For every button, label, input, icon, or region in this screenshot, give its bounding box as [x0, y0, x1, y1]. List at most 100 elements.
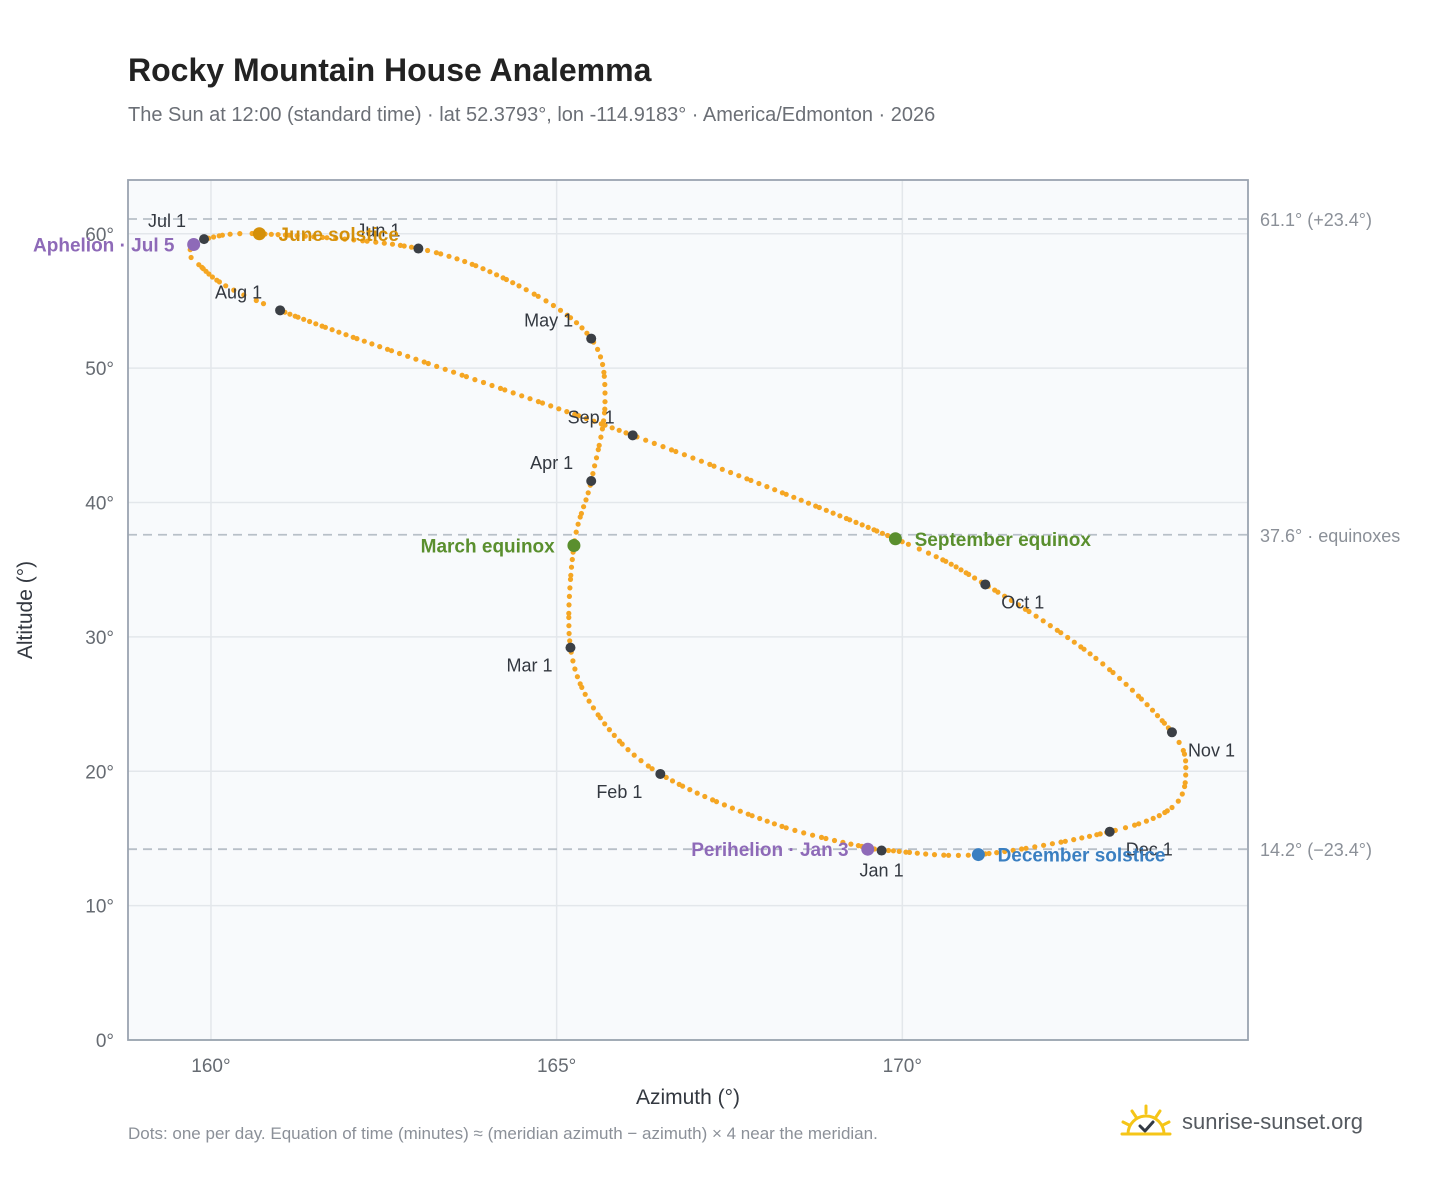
day-dot [631, 752, 637, 758]
day-dot [625, 747, 631, 753]
day-dot [1138, 696, 1144, 702]
day-dot [1181, 751, 1188, 757]
day-dot [602, 381, 608, 388]
day-dot [818, 834, 825, 841]
y-tick-label: 30° [85, 628, 114, 649]
day-dot [1110, 669, 1116, 676]
day-dot [649, 766, 655, 772]
day-dot [578, 510, 585, 517]
day-dot [855, 843, 862, 849]
chart-subtitle: The Sun at 12:00 (standard time) · lat 5… [128, 104, 936, 126]
day-dot [579, 325, 585, 331]
day-dot [756, 480, 762, 487]
day-dot [1026, 608, 1032, 615]
day-dot [434, 363, 440, 369]
day-dot [1032, 844, 1038, 850]
day-dot [865, 524, 871, 531]
day-dot [995, 589, 1001, 595]
day-dot [364, 238, 370, 244]
day-dot [645, 763, 651, 769]
day-dot [295, 314, 301, 320]
day-dot [425, 247, 431, 254]
day-dot [859, 522, 865, 528]
day-dot [745, 811, 751, 817]
month-marker [275, 305, 286, 316]
brand[interactable]: sunrise-sunset.org [1120, 1104, 1363, 1140]
day-dot [307, 318, 313, 325]
day-dot [216, 233, 222, 239]
day-dot [1079, 835, 1085, 841]
day-dot [1100, 661, 1106, 667]
day-dot [687, 787, 693, 793]
day-dot [1019, 846, 1025, 852]
day-dot [282, 232, 288, 238]
day-dot [663, 774, 669, 781]
day-dot [216, 279, 222, 285]
day-dot [1062, 838, 1068, 844]
day-dot [351, 237, 357, 243]
y-tick-label: 50° [85, 359, 114, 380]
day-dot [227, 231, 233, 237]
day-dot [557, 307, 564, 313]
day-dot [463, 374, 469, 380]
day-dot [586, 698, 592, 704]
day-dot [955, 852, 962, 859]
month-marker [413, 243, 424, 254]
day-dot [783, 491, 789, 497]
day-dot [946, 852, 952, 858]
day-dot [783, 825, 789, 831]
day-dot [847, 517, 853, 523]
day-dot [601, 369, 607, 375]
y-tick-label: 60° [85, 225, 114, 246]
day-dot [593, 455, 600, 461]
day-dot [1047, 623, 1053, 629]
day-dot [925, 550, 932, 556]
day-dot [596, 442, 602, 448]
month-label: Mar 1 [506, 656, 552, 676]
x-tick-label: 165° [537, 1056, 576, 1077]
day-dot [188, 254, 194, 261]
day-dot [566, 614, 572, 621]
day-dot [994, 850, 1000, 856]
day-dot [294, 233, 300, 239]
month-marker [586, 476, 597, 486]
month-label: May 1 [524, 311, 573, 331]
month-marker [655, 768, 666, 779]
day-dot [651, 440, 657, 446]
day-dot [923, 851, 929, 857]
day-dot [583, 497, 589, 503]
day-dot [719, 466, 725, 472]
day-dot [531, 291, 537, 297]
month-marker [199, 234, 210, 245]
day-dot [381, 240, 387, 246]
day-dot [324, 235, 330, 241]
month-marker [980, 579, 991, 590]
day-dot [1041, 842, 1047, 848]
day-dot [510, 280, 516, 286]
day-dot [602, 721, 608, 727]
day-dot [1136, 821, 1142, 827]
day-dot [550, 302, 557, 309]
reference-line-label: 14.2° (−23.4°) [1260, 840, 1372, 860]
day-dot [757, 815, 763, 822]
day-dot [342, 236, 348, 242]
day-dot [1081, 646, 1087, 652]
day-dot [1087, 651, 1093, 657]
day-dot [840, 839, 846, 845]
day-dot [623, 430, 629, 436]
day-dot [1033, 613, 1039, 619]
day-dot [1175, 798, 1181, 804]
x-tick-label: 160° [191, 1056, 230, 1077]
day-dot [600, 361, 606, 368]
day-dot [408, 244, 415, 250]
day-dot [941, 852, 947, 858]
day-dot [313, 321, 319, 327]
day-dot [223, 283, 229, 289]
day-dot [831, 837, 838, 844]
reference-line-label: 37.6° · equinoxes [1260, 526, 1400, 546]
event-label: June solstice [279, 225, 399, 246]
day-dot [710, 797, 716, 803]
day-dot [728, 469, 734, 476]
month-label: Jan 1 [860, 861, 904, 881]
